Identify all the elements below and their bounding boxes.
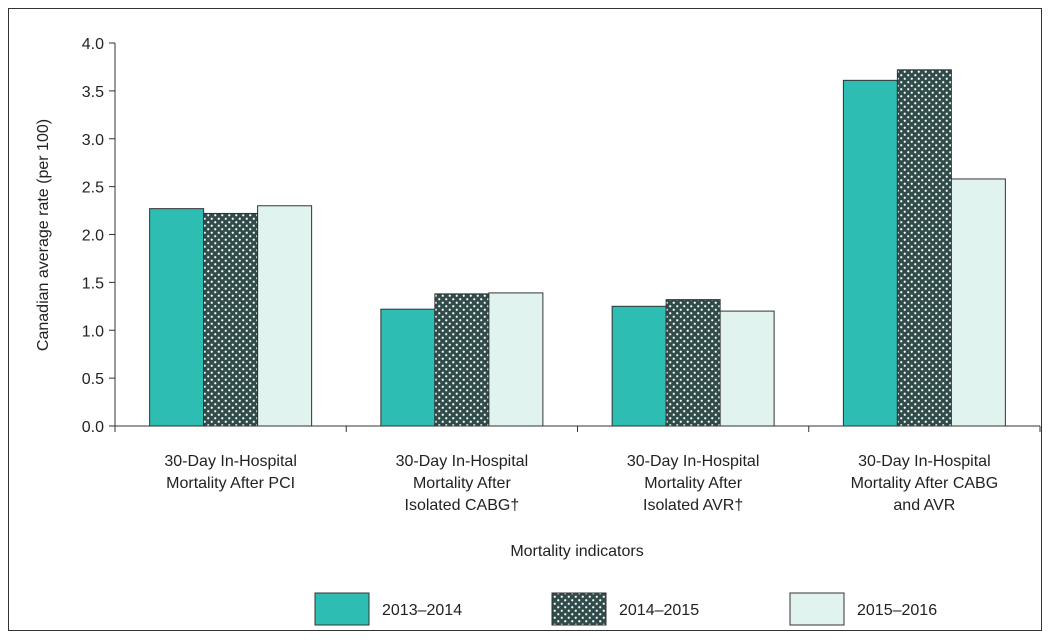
- legend-swatch: [314, 592, 370, 626]
- y-tick-label: 4.0: [82, 36, 104, 53]
- y-tick-label: 0.0: [82, 419, 104, 436]
- bar: [611, 305, 667, 427]
- bar: [203, 212, 259, 427]
- y-tick-label: 1.5: [82, 275, 104, 292]
- legend-label: 2015–2016: [857, 602, 937, 619]
- legend-swatch: [789, 592, 845, 626]
- y-tick-label: 3.5: [82, 84, 104, 101]
- bar: [665, 299, 721, 427]
- x-axis-label: Mortality indicators: [510, 543, 643, 560]
- y-tick-label: 0.5: [82, 371, 104, 388]
- bar: [896, 69, 952, 427]
- x-tick-label: 30-Day In-Hospital Mortality After Isolate…: [396, 453, 529, 514]
- legend-label: 2013–2014: [382, 602, 462, 619]
- x-tick-label: 30-Day In-Hospital Mortality After PCI: [164, 453, 297, 492]
- legend-swatch: [551, 592, 607, 626]
- x-tick-label: 30-Day In-Hospital Mortality After CABG an…: [851, 453, 999, 514]
- bar: [842, 79, 898, 427]
- bar: [488, 292, 544, 427]
- x-tick-label: 30-Day In-Hospital Mortality After Isolate…: [627, 453, 760, 514]
- bar: [149, 208, 205, 427]
- y-tick-label: 1.0: [82, 323, 104, 340]
- y-tick-label: 3.0: [82, 132, 104, 149]
- bar: [950, 178, 1006, 427]
- y-tick-label: 2.5: [82, 180, 104, 197]
- bar: [719, 310, 775, 427]
- frame: [8, 8, 1042, 631]
- bar: [434, 293, 490, 427]
- legend-label: 2014–2015: [619, 602, 699, 619]
- y-axis-label: Canadian average rate (per 100): [35, 119, 52, 351]
- bar: [257, 205, 313, 427]
- y-tick-label: 2.0: [82, 228, 104, 245]
- bar: [380, 308, 436, 427]
